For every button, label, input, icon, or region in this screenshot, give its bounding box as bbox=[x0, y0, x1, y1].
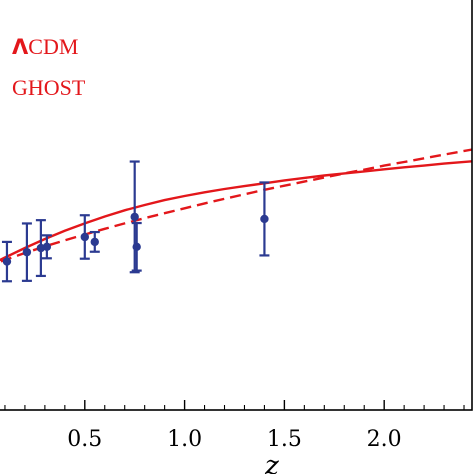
data-point-1 bbox=[1, 240, 12, 283]
legend-label: GHOST bbox=[12, 75, 86, 100]
data-marker bbox=[130, 212, 139, 222]
data-point-4 bbox=[41, 234, 52, 260]
data-marker bbox=[22, 247, 32, 257]
series-line-lcdm bbox=[0, 148, 472, 264]
data-point-6 bbox=[89, 230, 100, 253]
legend-label: CDM bbox=[28, 34, 78, 59]
legend-entry-0: ΛCDM bbox=[12, 34, 78, 59]
data-point-8 bbox=[131, 221, 142, 272]
x-tick-label: 0.5 bbox=[67, 427, 102, 452]
data-point-9 bbox=[259, 181, 270, 257]
data-marker bbox=[260, 214, 269, 224]
data-marker bbox=[2, 257, 12, 266]
data-marker bbox=[42, 242, 52, 252]
x-axis-title: z bbox=[264, 451, 279, 474]
data-marker bbox=[132, 242, 141, 252]
data-point-7 bbox=[129, 160, 140, 274]
x-tick-label: 2.0 bbox=[367, 427, 402, 452]
x-tick-label: 1.0 bbox=[167, 427, 202, 452]
legend-lambda-symbol: Λ bbox=[12, 35, 29, 59]
series-line-ghost bbox=[0, 160, 472, 262]
data-point-2 bbox=[21, 222, 32, 282]
plot-frame bbox=[0, 0, 473, 411]
legend-entry-1: GHOST bbox=[12, 75, 86, 100]
data-point-5 bbox=[79, 214, 90, 260]
data-marker bbox=[90, 237, 99, 247]
data-marker bbox=[80, 232, 89, 242]
x-tick-label: 1.5 bbox=[267, 427, 302, 452]
